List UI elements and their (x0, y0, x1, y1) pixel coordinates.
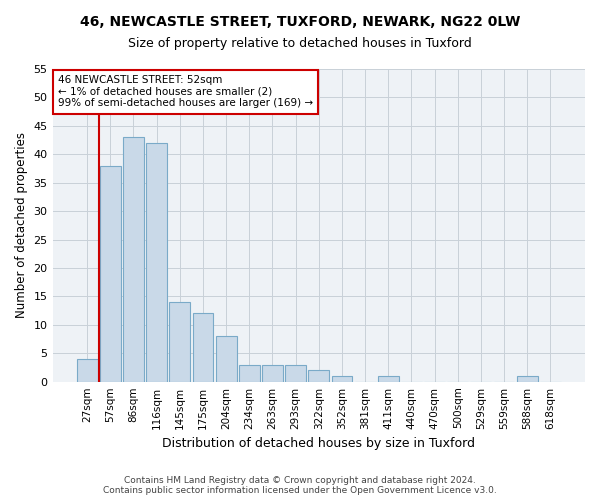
Bar (169, 302, 190, 382)
Bar (216, 336, 236, 382)
X-axis label: Distribution of detached houses by size in Tuxford: Distribution of detached houses by size … (162, 437, 475, 450)
Bar (123, 137, 144, 382)
Bar (100, 166, 121, 382)
Bar (146, 143, 167, 382)
Bar (308, 370, 329, 382)
Text: 46 NEWCASTLE STREET: 52sqm
← 1% of detached houses are smaller (2)
99% of semi-d: 46 NEWCASTLE STREET: 52sqm ← 1% of detac… (58, 76, 313, 108)
Text: Contains HM Land Registry data © Crown copyright and database right 2024.
Contai: Contains HM Land Registry data © Crown c… (103, 476, 497, 495)
Bar (378, 376, 398, 382)
Bar (77, 359, 98, 382)
Text: Size of property relative to detached houses in Tuxford: Size of property relative to detached ho… (128, 38, 472, 51)
Y-axis label: Number of detached properties: Number of detached properties (15, 132, 28, 318)
Bar (239, 364, 260, 382)
Bar (285, 364, 306, 382)
Bar (262, 364, 283, 382)
Text: 46, NEWCASTLE STREET, TUXFORD, NEWARK, NG22 0LW: 46, NEWCASTLE STREET, TUXFORD, NEWARK, N… (80, 15, 520, 29)
Bar (332, 376, 352, 382)
Bar (193, 314, 214, 382)
Bar (517, 376, 538, 382)
